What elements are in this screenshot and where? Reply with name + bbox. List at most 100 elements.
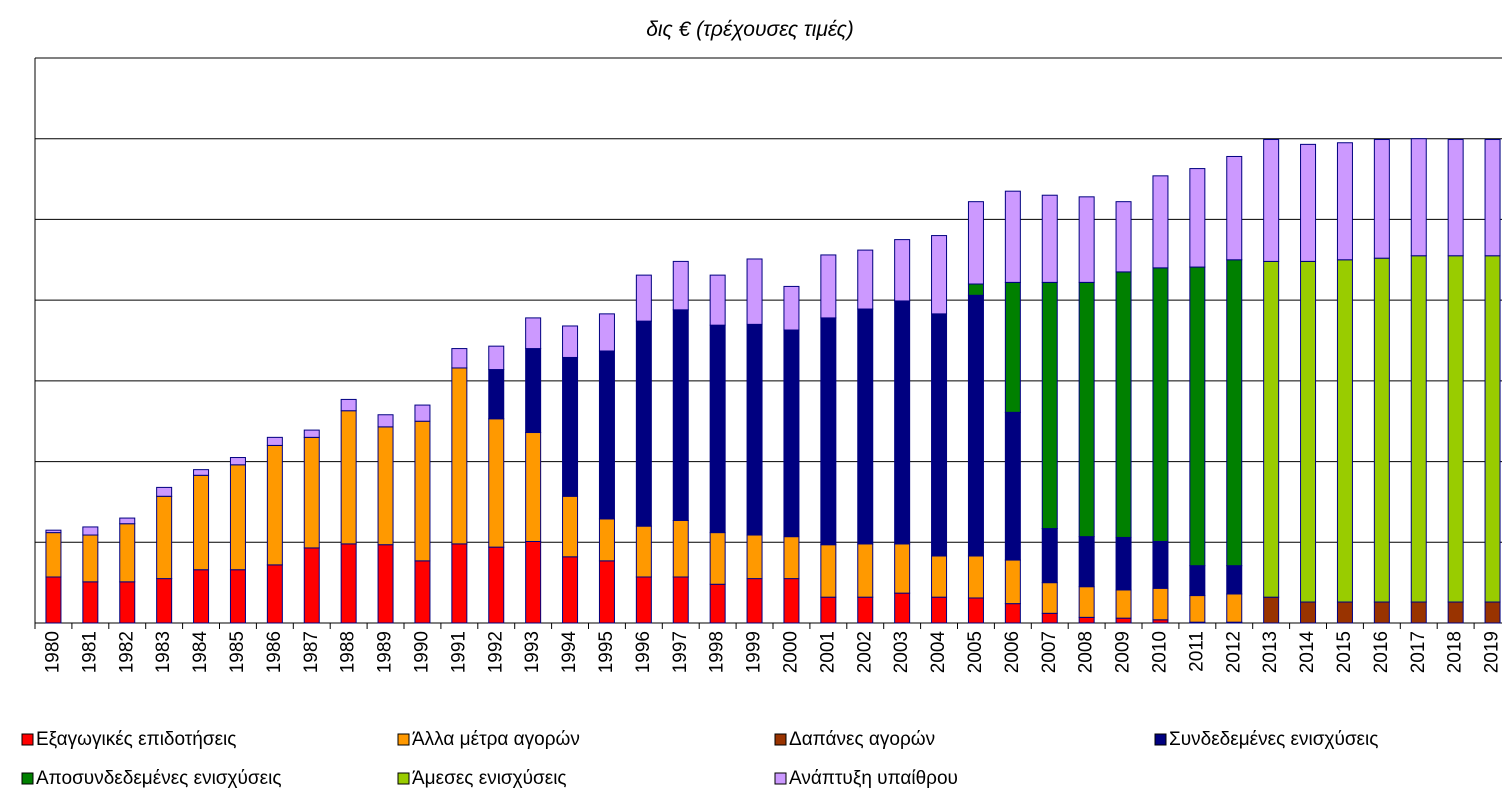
bar-segment xyxy=(1263,260,1280,598)
bar-segment xyxy=(1336,601,1353,624)
bar-segment xyxy=(1484,601,1501,624)
bar-segment xyxy=(1078,281,1095,538)
x-tick-label: 2003 xyxy=(891,631,912,673)
legend-swatch xyxy=(1154,733,1167,746)
bar-segment xyxy=(1078,586,1095,618)
bar-segment xyxy=(672,309,689,521)
bar-segment xyxy=(635,320,652,527)
bar-segment xyxy=(45,532,62,578)
bar-segment xyxy=(635,274,652,322)
bar-segment xyxy=(709,532,726,585)
bar-segment xyxy=(451,543,468,624)
x-tick-label: 1990 xyxy=(411,631,432,673)
bar-segment xyxy=(488,418,505,548)
bar-segment xyxy=(783,285,800,331)
bar-segment xyxy=(1152,540,1169,589)
legend-swatch xyxy=(21,772,34,785)
x-tick-label: 1983 xyxy=(153,631,174,673)
bar-segment xyxy=(1300,143,1317,262)
bar-segment xyxy=(967,283,984,296)
x-tick-label: 1997 xyxy=(670,631,691,673)
x-tick-label: 2007 xyxy=(1039,631,1060,673)
bar-segment xyxy=(193,474,210,571)
bar-segment xyxy=(857,543,874,598)
bar-segment xyxy=(967,597,984,624)
bar-segment xyxy=(377,544,394,624)
bar-segment xyxy=(525,432,542,542)
bar-segment xyxy=(1189,168,1206,268)
bar-segment xyxy=(894,300,911,545)
bar-segment xyxy=(266,444,283,566)
bar-segment xyxy=(1410,138,1427,257)
bar-segment xyxy=(562,325,579,358)
x-tick-label: 2017 xyxy=(1408,631,1429,673)
bar-segment xyxy=(1152,267,1169,542)
bar-segment xyxy=(1447,601,1464,624)
bar-segment xyxy=(488,345,505,371)
bar-segment xyxy=(377,414,394,428)
bar-segment xyxy=(119,581,136,624)
bar-segment xyxy=(451,348,468,369)
bar-segment xyxy=(303,429,320,438)
x-tick-label: 1992 xyxy=(485,631,506,673)
x-tick-label: 2013 xyxy=(1260,631,1281,673)
x-tick-label: 2011 xyxy=(1186,631,1207,672)
bar-segment xyxy=(266,564,283,624)
bar-segment xyxy=(1447,139,1464,257)
bar-segment xyxy=(1226,593,1243,623)
x-tick-label: 1984 xyxy=(190,631,211,674)
x-tick-label: 1999 xyxy=(744,631,765,673)
bar-segment xyxy=(1041,612,1058,624)
bar-segment xyxy=(1152,587,1169,621)
bar-segment xyxy=(783,329,800,538)
bar-segment xyxy=(1189,266,1206,567)
bar-segment xyxy=(414,420,431,562)
x-tick-label: 1998 xyxy=(707,631,728,673)
bar-segment xyxy=(1189,595,1206,623)
bar-segment xyxy=(45,576,62,624)
bar-segment xyxy=(894,239,911,302)
x-tick-label: 1987 xyxy=(301,631,322,673)
bar-segment xyxy=(746,323,763,536)
bar-segment xyxy=(598,350,615,520)
x-tick-label: 2015 xyxy=(1334,631,1355,673)
bar-segment xyxy=(156,578,173,624)
bar-segment xyxy=(414,560,431,624)
x-tick-label: 2010 xyxy=(1149,631,1170,673)
bar-segment xyxy=(598,518,615,562)
x-tick-label: 1981 xyxy=(79,631,100,673)
x-tick-label: 2012 xyxy=(1223,631,1244,673)
bar-segment xyxy=(598,313,615,352)
bar-segment xyxy=(229,457,246,466)
bar-segment xyxy=(1041,582,1058,614)
legend-label: Αποσυνδεδεμένες ενισχύσεις xyxy=(36,768,281,789)
bar-segment xyxy=(931,235,948,315)
bar-segment xyxy=(340,410,357,545)
bar-segment xyxy=(820,317,837,546)
bar-segment xyxy=(45,529,62,534)
bar-segment xyxy=(1115,271,1132,538)
legend-label: Άλλα μέτρα αγορών xyxy=(412,729,580,750)
bar-segment xyxy=(967,555,984,599)
bar-segment xyxy=(229,464,246,571)
bar-segment xyxy=(193,469,210,476)
bar-segment xyxy=(709,583,726,624)
bar-segment xyxy=(635,576,652,624)
bar-segment xyxy=(783,578,800,624)
x-tick-label: 1994 xyxy=(559,631,580,674)
bar-segment xyxy=(1004,603,1021,624)
bar-segment xyxy=(1373,601,1390,624)
bar-segment xyxy=(1373,257,1390,603)
bar-segment xyxy=(672,260,689,311)
x-tick-label: 1993 xyxy=(522,631,543,673)
bar-segment xyxy=(82,581,99,624)
bar-segment xyxy=(266,436,283,446)
bar-segment xyxy=(1226,155,1243,261)
legend-swatch xyxy=(774,772,787,785)
bar-segment xyxy=(119,517,136,525)
bar-segment xyxy=(1004,190,1021,283)
bar-segment xyxy=(857,308,874,545)
bar-segment xyxy=(525,317,542,350)
bar-segment xyxy=(303,436,320,549)
legend-swatch xyxy=(397,772,410,785)
